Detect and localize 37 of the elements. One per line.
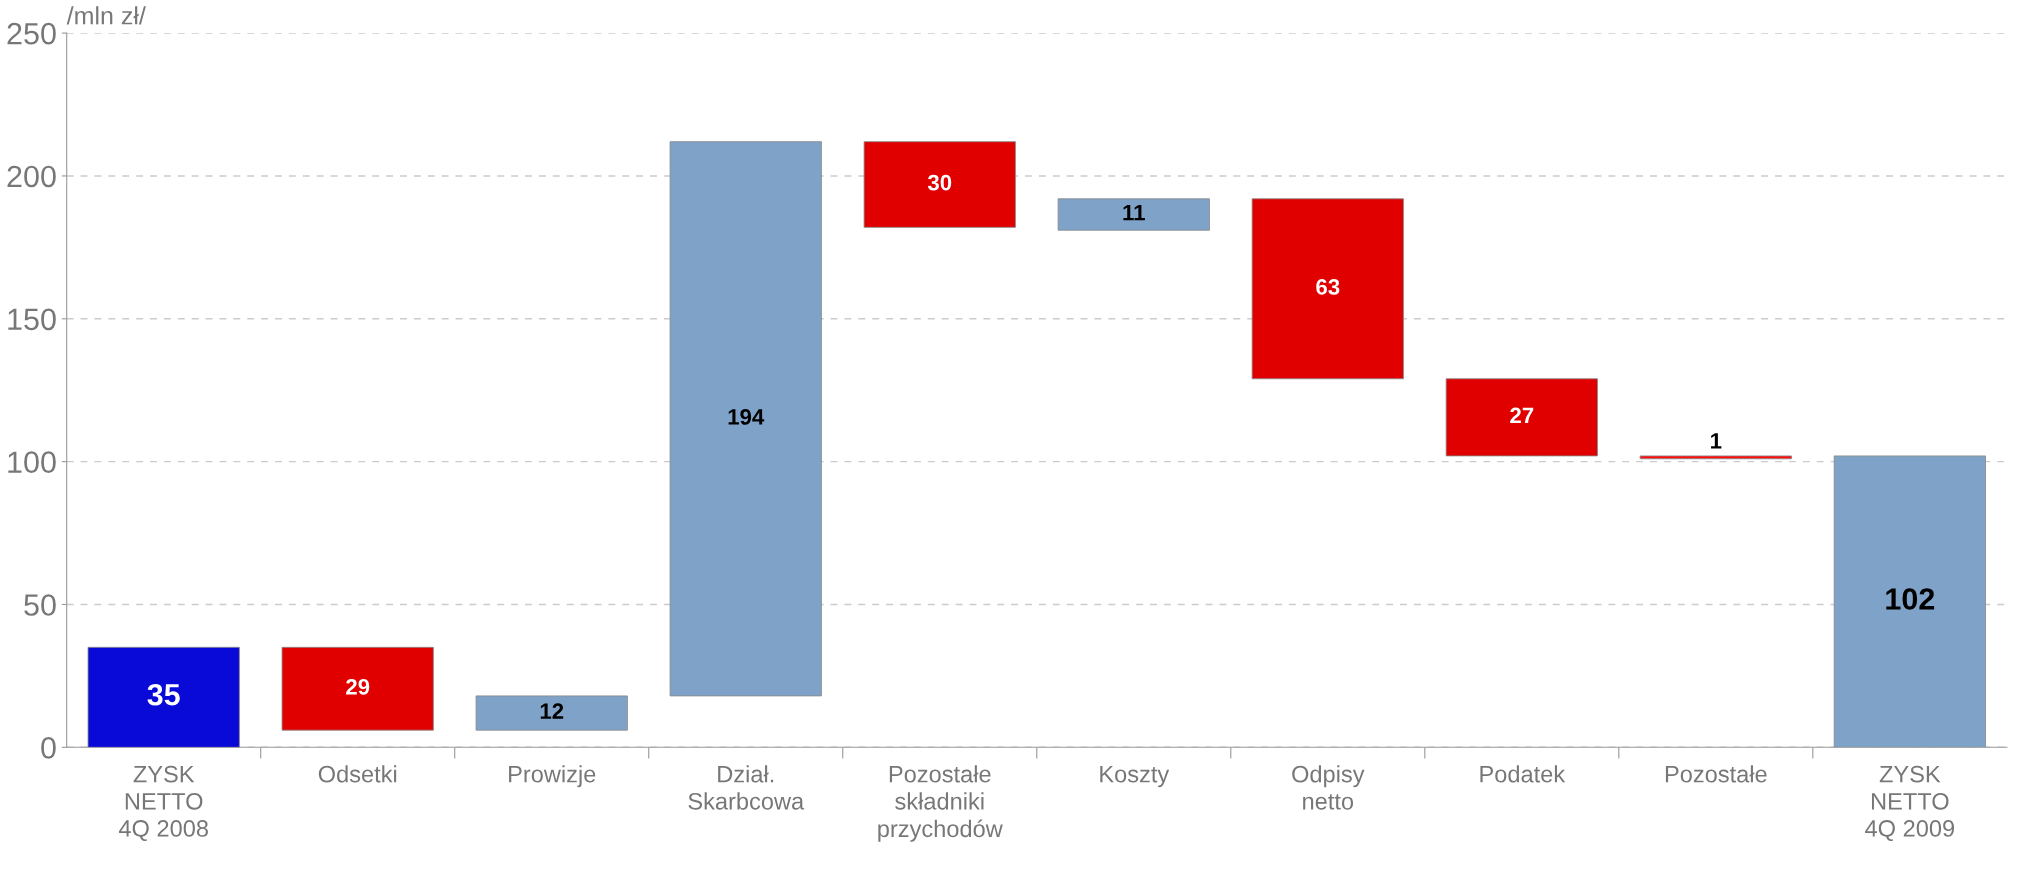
data-label: 30 xyxy=(927,174,952,191)
bar xyxy=(863,141,1016,228)
x-tick-label: Pozostałe xyxy=(1665,765,1767,783)
x-tick-label: Koszty xyxy=(1100,766,1170,788)
data-label: 1 xyxy=(1711,433,1722,449)
x-tick-label: Odsetki xyxy=(318,765,397,783)
data-label: 35 xyxy=(147,683,180,706)
data-label: 11 xyxy=(1123,204,1145,221)
data-label: 194 xyxy=(728,409,765,425)
bar xyxy=(1251,198,1404,380)
y-axis-title: /mln zł/ xyxy=(66,6,146,25)
y-tick-label: 50 xyxy=(24,594,56,616)
x-tick-label: ZYSK NETTO 4Q 2008 xyxy=(118,765,208,842)
bar xyxy=(87,646,240,748)
y-tick-label: 150 xyxy=(8,308,56,331)
bar xyxy=(1057,198,1210,231)
y-tick-label: 100 xyxy=(8,451,56,473)
bar xyxy=(669,141,822,697)
x-tick-label: Pozostałe składniki przychodów xyxy=(878,765,1003,842)
bar xyxy=(1639,455,1792,460)
data-label: 102 xyxy=(1886,588,1935,610)
x-tick-label: Dział. Skarbcowa xyxy=(688,765,805,810)
x-tick-label: Odpisy netto xyxy=(1292,765,1365,810)
x-tick-label: ZYSK NETTO 4Q 2009 xyxy=(1865,765,1955,842)
bar xyxy=(475,695,628,731)
y-tick-label: 250 xyxy=(7,22,56,45)
data-label: 27 xyxy=(1510,407,1534,424)
bar xyxy=(1445,378,1598,457)
data-label: 12 xyxy=(540,703,564,719)
y-tick-label: 200 xyxy=(7,165,56,188)
data-label: 29 xyxy=(346,678,370,695)
data-label: 63 xyxy=(1316,279,1340,295)
bar xyxy=(281,646,434,731)
x-tick-label: Podatek xyxy=(1480,765,1566,783)
x-tick-label: Prowizje xyxy=(509,765,596,788)
y-tick-label: 0 xyxy=(41,737,56,759)
bar xyxy=(1833,455,1986,748)
